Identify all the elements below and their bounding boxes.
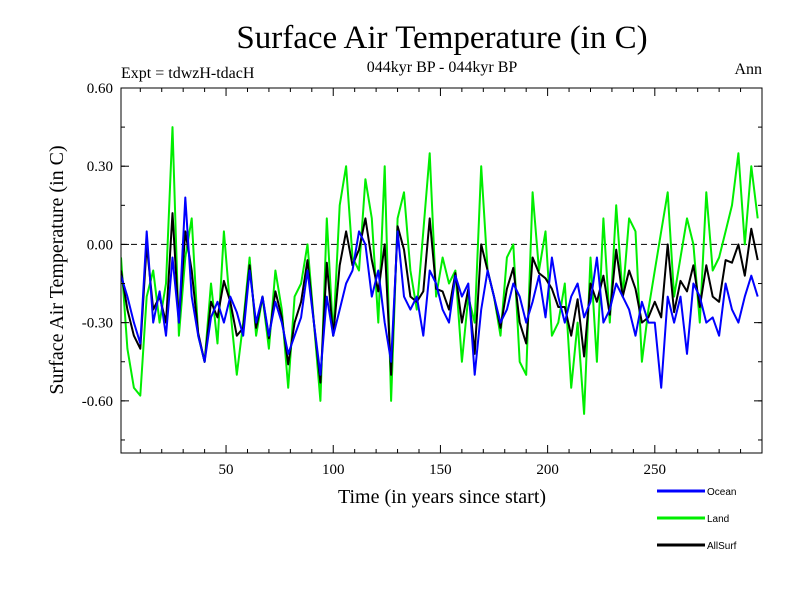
y-tick-label: 0.00 [87,237,113,253]
legend-label-ocean: Ocean [707,487,736,498]
legend-label-allsurf: AllSurf [707,541,737,552]
legend: Ocean Land AllSurf [657,487,737,552]
y-tick-label: -0.60 [82,394,113,410]
x-tick-label: 100 [322,462,345,478]
y-tick-label: 0.60 [87,81,113,97]
x-tick-label: 50 [219,462,234,478]
x-tick-label: 250 [644,462,667,478]
series-line-allsurf [121,212,759,384]
chart-subtitle: 044kyr BP - 044kyr BP [367,59,518,76]
x-axis-label: Time (in years since start) [338,486,546,508]
plot-area: 50 100 150 200 250 0.60 0.30 0.00 -0.30 -0.60 [82,81,763,478]
chart-title: Surface Air Temperature (in C) [236,20,647,56]
series-line-ocean [121,196,759,389]
y-tick-label: 0.30 [87,159,113,175]
y-axis-label: Surface Air Temperature (in C) [46,145,68,394]
season-label: Ann [734,61,762,78]
legend-label-land: Land [707,514,729,525]
experiment-label: Expt = tdwzH-tdacH [121,65,255,82]
y-tick-label: -0.30 [82,316,113,332]
plot-frame [120,87,763,454]
series-line-land [121,126,759,415]
x-tick-label: 200 [536,462,559,478]
x-tick-label: 150 [429,462,452,478]
